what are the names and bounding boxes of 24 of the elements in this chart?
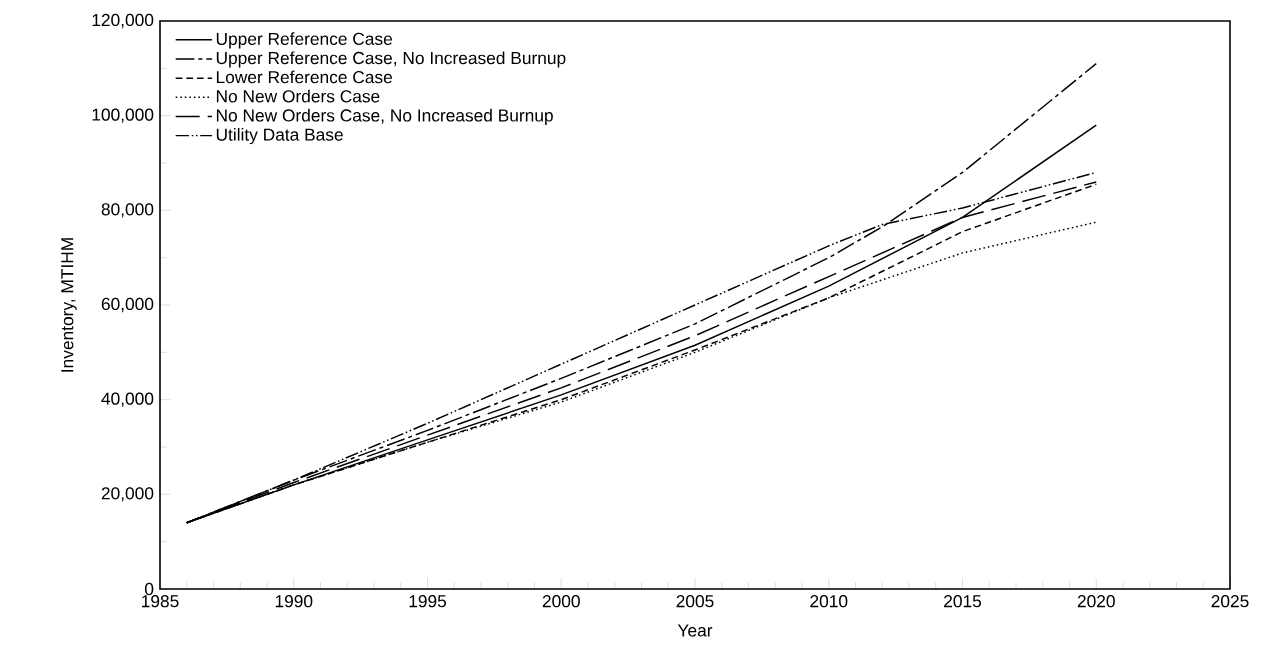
- x-tick-label: 1995: [409, 595, 447, 608]
- x-tick-label: 2010: [810, 595, 848, 608]
- x-tick-label: 1990: [275, 595, 313, 608]
- legend-label: Lower Reference Case: [216, 70, 392, 84]
- y-tick-label: 60,000: [101, 297, 154, 313]
- legend-label: No New Orders Case: [216, 89, 380, 103]
- legend-label: No New Orders Case, No Increased Burnup: [216, 108, 553, 126]
- y-tick-label: 80,000: [101, 203, 154, 218]
- x-tick-label: 2005: [676, 595, 714, 608]
- legend-label: Upper Reference Case: [216, 32, 392, 49]
- x-tick-label: 1985: [142, 595, 179, 608]
- y-tick-label: 0: [144, 582, 154, 596]
- y-tick-label: 120,000: [92, 13, 154, 29]
- y-tick-label: 100,000: [92, 108, 154, 123]
- x-tick-label: 2020: [1077, 595, 1115, 608]
- x-tick-label: 2000: [542, 595, 580, 608]
- x-tick-label: 2025: [1211, 595, 1249, 608]
- x-axis-title: Year: [677, 624, 713, 637]
- y-axis-title: Inventory, MTIHM: [61, 238, 77, 372]
- legend-label: Utility Data Base: [216, 128, 343, 145]
- legend-label: Upper Reference Case, No Increased Burnup: [216, 51, 566, 68]
- x-tick-label: 2015: [944, 595, 982, 608]
- y-tick-label: 20,000: [101, 487, 154, 502]
- y-tick-label: 40,000: [101, 392, 154, 407]
